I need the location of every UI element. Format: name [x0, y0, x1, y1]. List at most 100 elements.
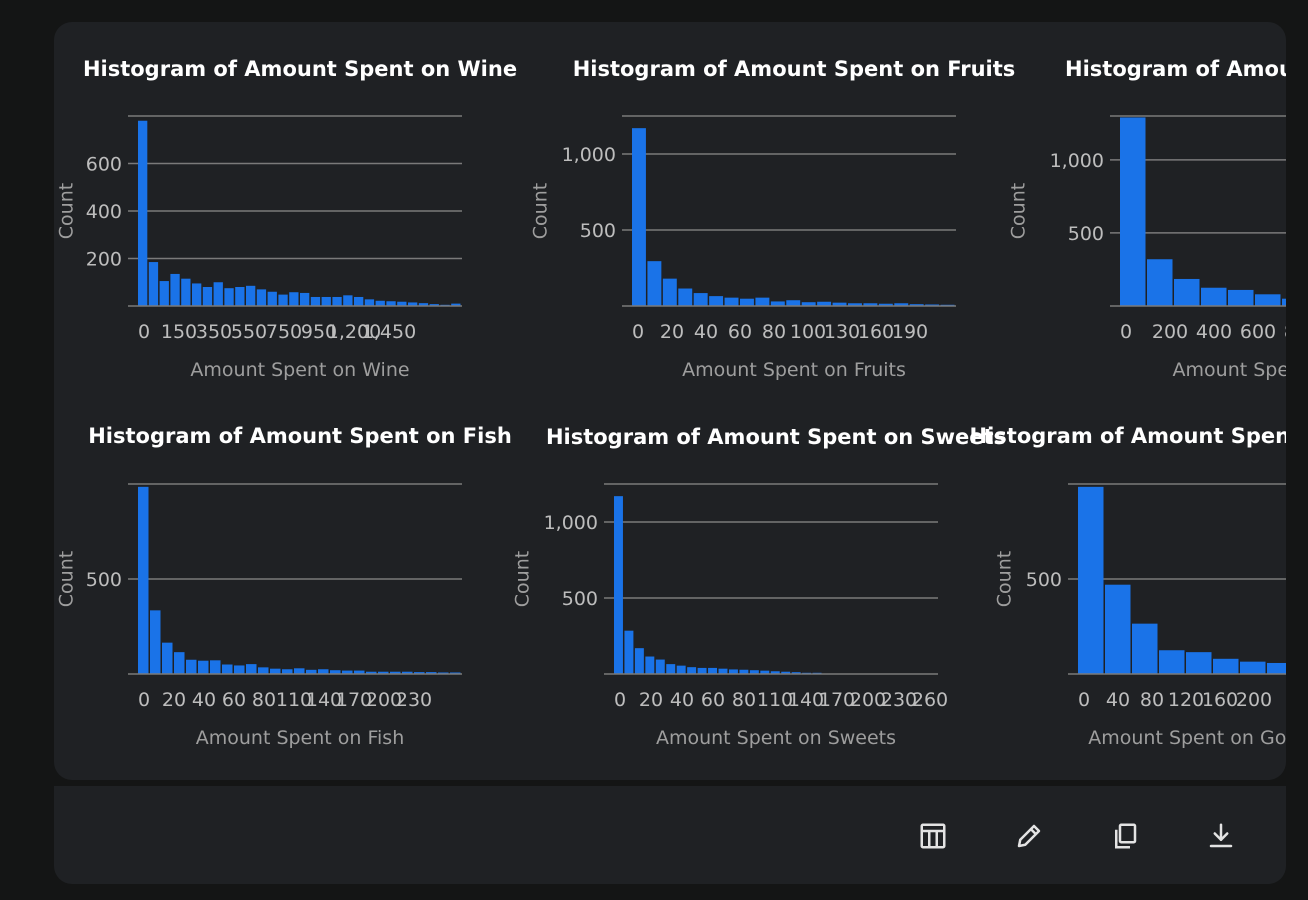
y-axis-label: Count	[994, 551, 1016, 607]
x-tick-label: 110	[276, 689, 312, 711]
histogram-bar	[202, 287, 213, 306]
histogram-bar	[724, 297, 739, 306]
histogram-bar	[614, 496, 623, 674]
histogram-bar	[364, 299, 375, 306]
y-tick-label: 500	[580, 220, 616, 242]
x-tick-label: 260	[912, 689, 948, 711]
histogram-bar	[321, 296, 331, 306]
histogram-bar	[150, 610, 161, 674]
table-view-button[interactable]	[909, 812, 957, 860]
histogram-bar	[781, 671, 791, 674]
y-tick-label: 500	[562, 588, 598, 610]
histogram-bar	[418, 303, 429, 306]
histogram-bar	[693, 293, 708, 306]
histogram-bar	[438, 672, 449, 674]
x-tick-label: 160	[858, 321, 894, 343]
copy-button[interactable]	[1101, 812, 1149, 860]
histogram-bar	[1147, 259, 1173, 306]
histogram-bar	[676, 665, 686, 674]
x-tick-label: 20	[162, 689, 186, 711]
x-tick-label: 120	[1168, 689, 1204, 711]
histogram-bar	[306, 669, 317, 674]
pencil-icon	[1017, 824, 1041, 848]
histogram-bar	[198, 660, 209, 674]
edit-button[interactable]	[1005, 812, 1053, 860]
histogram-6: Histogram of Amount Spent on Gold Produc…	[970, 424, 1286, 749]
chart-title: Histogram of Amount Spent on Wine	[83, 57, 517, 81]
x-tick-label: 140	[788, 689, 824, 711]
histogram-bar	[1132, 623, 1158, 674]
histogram-bar	[1159, 650, 1185, 674]
x-tick-label: 80	[1140, 689, 1164, 711]
histogram-bar	[148, 262, 159, 306]
x-tick-label: 170	[336, 689, 372, 711]
x-tick-label: 40	[670, 689, 694, 711]
histograms-svg: Histogram of Amount Spent on Wine2004006…	[56, 57, 1286, 749]
x-axis-label: Amount Spent on Fish	[196, 727, 405, 749]
histogram-bar	[1078, 486, 1104, 674]
histogram-bar	[760, 670, 770, 674]
x-tick-label: 600	[1240, 321, 1276, 343]
histogram-bar	[1228, 289, 1254, 306]
chart-title: Histogram of Amount Spent on Fish	[88, 424, 512, 448]
x-axis-label: Amount Spent on Sweets	[656, 727, 896, 749]
histogram-bar	[138, 120, 148, 306]
x-tick-label: 230	[881, 689, 917, 711]
histogram-bar	[170, 273, 180, 306]
histogram-bar	[278, 294, 288, 306]
x-tick-label: 140	[306, 689, 342, 711]
x-tick-label: 0	[1120, 321, 1132, 343]
histogram-bar	[624, 630, 634, 674]
histogram-bar	[1213, 658, 1239, 674]
y-tick-label: 400	[86, 201, 122, 223]
histogram-bar	[408, 302, 418, 306]
y-tick-label: 200	[86, 249, 122, 271]
histogram-bar	[1174, 278, 1200, 306]
x-tick-label: 190	[892, 321, 928, 343]
x-tick-label: 1,200	[327, 321, 381, 343]
copy-icon	[1115, 823, 1137, 849]
histogram-3: Histogram of Amount Spent on Meat 500 1,00…	[1008, 57, 1286, 381]
histogram-bar	[192, 283, 202, 306]
x-tick-label: 0	[138, 321, 150, 343]
histogram-bar	[258, 667, 269, 674]
histogram-bar	[709, 296, 724, 306]
y-axis-label: Count	[1008, 183, 1030, 239]
histogram-bar	[256, 289, 267, 306]
histogram-bar	[1282, 298, 1286, 306]
histogram-bar	[740, 298, 754, 306]
histogram-2: Histogram of Amount Spent on Fruits 500 1,…	[530, 57, 1016, 381]
y-tick-label: 500	[1026, 569, 1062, 591]
histogram-bar	[354, 296, 364, 306]
download-button[interactable]	[1197, 812, 1245, 860]
histogram-bar	[402, 671, 413, 674]
x-tick-label: 950	[301, 321, 337, 343]
y-axis-label: Count	[56, 183, 78, 239]
x-tick-label: 110	[757, 689, 793, 711]
histogram-bar	[246, 285, 256, 306]
chart-title: Histogram of Amount Spent on Meat	[1065, 57, 1286, 81]
chart-toolbar	[54, 786, 1286, 884]
y-axis-label: Count	[530, 183, 552, 239]
histogram-bar	[426, 672, 437, 674]
histogram-bar	[342, 670, 353, 674]
histogram-bar	[739, 669, 749, 674]
x-tick-label: 160	[1202, 689, 1238, 711]
histogram-bar	[755, 297, 770, 306]
histogram-bar	[294, 668, 305, 674]
histogram-bar	[678, 288, 693, 306]
histogram-bar	[687, 667, 697, 674]
x-axis-label: Amount Spent on Wine	[190, 359, 409, 381]
x-tick-label: 60	[728, 321, 752, 343]
histogram-bar	[666, 664, 676, 674]
chart-panel: Histogram of Amount Spent on Wine 200 400 6…	[54, 22, 1286, 780]
histogram-bar	[138, 486, 149, 674]
x-axis-label: Amount Spent on Meat	[1173, 359, 1286, 381]
histogram-bar	[770, 301, 785, 306]
histogram-bar	[645, 656, 655, 674]
histogram-bar	[282, 669, 293, 674]
histogram-bar	[662, 278, 677, 306]
histogram-bar	[397, 301, 407, 306]
x-tick-label: 170	[819, 689, 855, 711]
histogram-bar	[159, 281, 169, 306]
